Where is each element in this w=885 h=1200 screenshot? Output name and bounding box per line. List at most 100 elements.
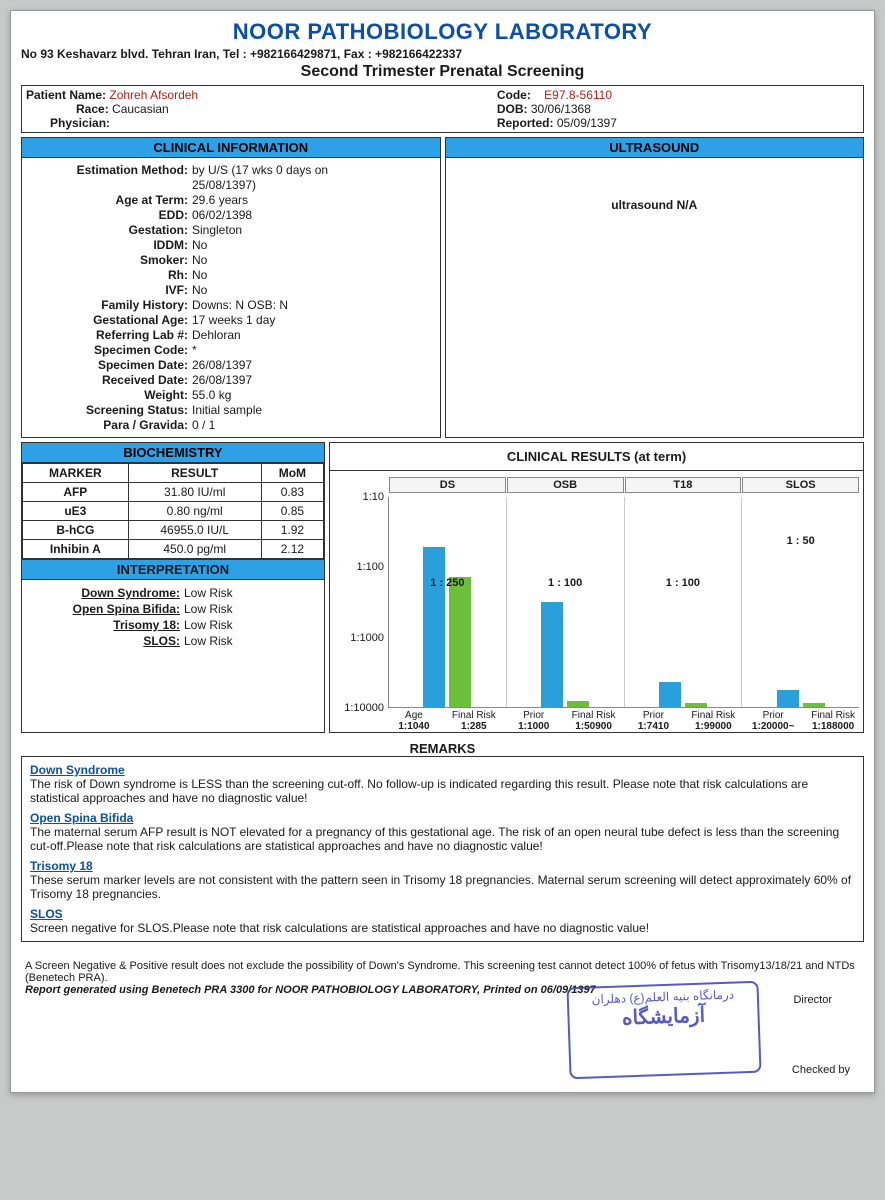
clinical-label: Smoker: [28,253,192,267]
remark-text: These serum marker levels are not consis… [30,873,855,901]
x-label: Prior [624,710,684,721]
clinical-label: Referring Lab #: [28,328,192,342]
clinical-label: Rh: [28,268,192,282]
lab-stamp: درمانگاه بنیه العلم(ع) دهلران آزمایشگاه [566,981,761,1080]
chart-bar [449,577,471,707]
remark-text: The maternal serum AFP result is NOT ele… [30,825,855,853]
remark-title: Open Spina Bifida [30,811,855,825]
x-value: 1:7410 [624,721,684,732]
x-value: 1:188000 [803,721,863,732]
bio-cell: 1.92 [261,521,323,540]
x-value: 1:50900 [564,721,624,732]
clinical-label: Gestation: [28,223,192,237]
x-label: Final Risk [564,710,624,721]
x-value: 1:20000~ [743,721,803,732]
x-label: Final Risk [803,710,863,721]
y-tick: 1:1000 [350,632,384,644]
interp-label: Trisomy 18: [30,618,184,632]
ratio-label: 1 : 100 [507,577,624,589]
clinical-value: * [192,343,434,357]
clinical-value: No [192,283,434,297]
clinical-label: Estimation Method: [28,163,192,177]
chart-group-title: OSB [507,477,624,493]
remarks-box: Down SyndromeThe risk of Down syndrome i… [21,756,864,942]
clinical-info-header: CLINICAL INFORMATION [22,138,440,158]
bio-cell: AFP [23,483,129,502]
results-header: CLINICAL RESULTS (at term) [330,443,863,471]
x-value: 1:99000 [683,721,743,732]
footer: A Screen Negative & Positive result does… [21,960,864,1082]
ultrasound-text: ultrasound N/A [446,158,864,212]
remark-text: Screen negative for SLOS.Please note tha… [30,921,855,935]
clinical-value: Downs: N OSB: N [192,298,434,312]
clinical-value: 0 / 1 [192,418,434,432]
y-tick: 1:100 [356,561,384,573]
remark-title: Trisomy 18 [30,859,855,873]
interp-label: Down Syndrome: [30,586,184,600]
physician-label: Physician: [50,116,110,130]
bio-cell: 0.80 ng/ml [128,502,261,521]
clinical-label: Screening Status: [28,403,192,417]
disclaimer-text: A Screen Negative & Positive result does… [25,960,860,984]
ratio-label: 1 : 100 [625,577,742,589]
interp-value: Low Risk [184,586,316,600]
bio-cell: 0.85 [261,502,323,521]
biochemistry-table: MARKERRESULTMoMAFP31.80 IU/ml0.83uE30.80… [22,463,324,559]
ultrasound-header: ULTRASOUND [446,138,864,158]
x-value: 1:1000 [504,721,564,732]
interpretation-header: INTERPRETATION [22,559,324,580]
chart-group-title: T18 [625,477,742,493]
results-panel: CLINICAL RESULTS (at term) 1:10 1:100 1:10… [329,442,864,733]
biochemistry-header: BIOCHEMISTRY [22,443,324,463]
x-label: Final Risk [683,710,743,721]
chart-group: SLOS1 : 50 [742,497,859,707]
ultrasound-panel: ULTRASOUND ultrasound N/A [445,137,865,438]
x-label: Age [384,710,444,721]
clinical-label: EDD: [28,208,192,222]
bio-col-header: MoM [261,464,323,483]
clinical-value: Singleton [192,223,434,237]
bio-cell: Inhibin A [23,540,129,559]
interp-label: Open Spina Bifida: [30,602,184,616]
reported-value: 05/09/1397 [557,116,617,130]
chart-bar [685,703,707,707]
remark-text: The risk of Down syndrome is LESS than t… [30,777,855,805]
clinical-value: No [192,238,434,252]
clinical-value: by U/S (17 wks 0 days on [192,163,434,177]
chart-bar [423,547,445,707]
remark-title: SLOS [30,907,855,921]
x-label: Prior [504,710,564,721]
results-chart: 1:101:1001:10001:10000 DS1 : 250OSB1 : 1… [330,493,863,708]
chart-bar [567,701,589,707]
clinical-value: 29.6 years [192,193,434,207]
clinical-label: Weight: [28,388,192,402]
report-page: NOOR PATHOBIOLOGY LABORATORY No 93 Kesha… [10,10,875,1093]
bio-cell: 450.0 pg/ml [128,540,261,559]
chart-group-title: DS [389,477,506,493]
dob-label: DOB: [497,102,528,116]
interp-value: Low Risk [184,602,316,616]
clinical-value: 55.0 kg [192,388,434,402]
lab-title: NOOR PATHOBIOLOGY LABORATORY [21,19,864,45]
clinical-label [28,178,192,192]
clinical-label: Family History: [28,298,192,312]
clinical-label: Para / Gravida: [28,418,192,432]
dob-value: 30/06/1368 [531,102,591,116]
bio-cell: B-hCG [23,521,129,540]
bio-col-header: MARKER [23,464,129,483]
y-tick: 1:10 [363,491,384,503]
chart-bar [659,682,681,707]
clinical-value: No [192,268,434,282]
race-value: Caucasian [112,102,169,116]
report-subtitle: Second Trimester Prenatal Screening [21,63,864,81]
x-label: Prior [743,710,803,721]
clinical-label: Received Date: [28,373,192,387]
chart-bar [541,602,563,707]
interp-value: Low Risk [184,634,316,648]
interp-label: SLOS: [30,634,184,648]
chart-bar [803,703,825,707]
chart-group: DS1 : 250 [389,497,507,707]
clinical-value: 26/08/1397 [192,358,434,372]
clinical-info-panel: CLINICAL INFORMATION Estimation Method:b… [21,137,441,438]
remark-title: Down Syndrome [30,763,855,777]
